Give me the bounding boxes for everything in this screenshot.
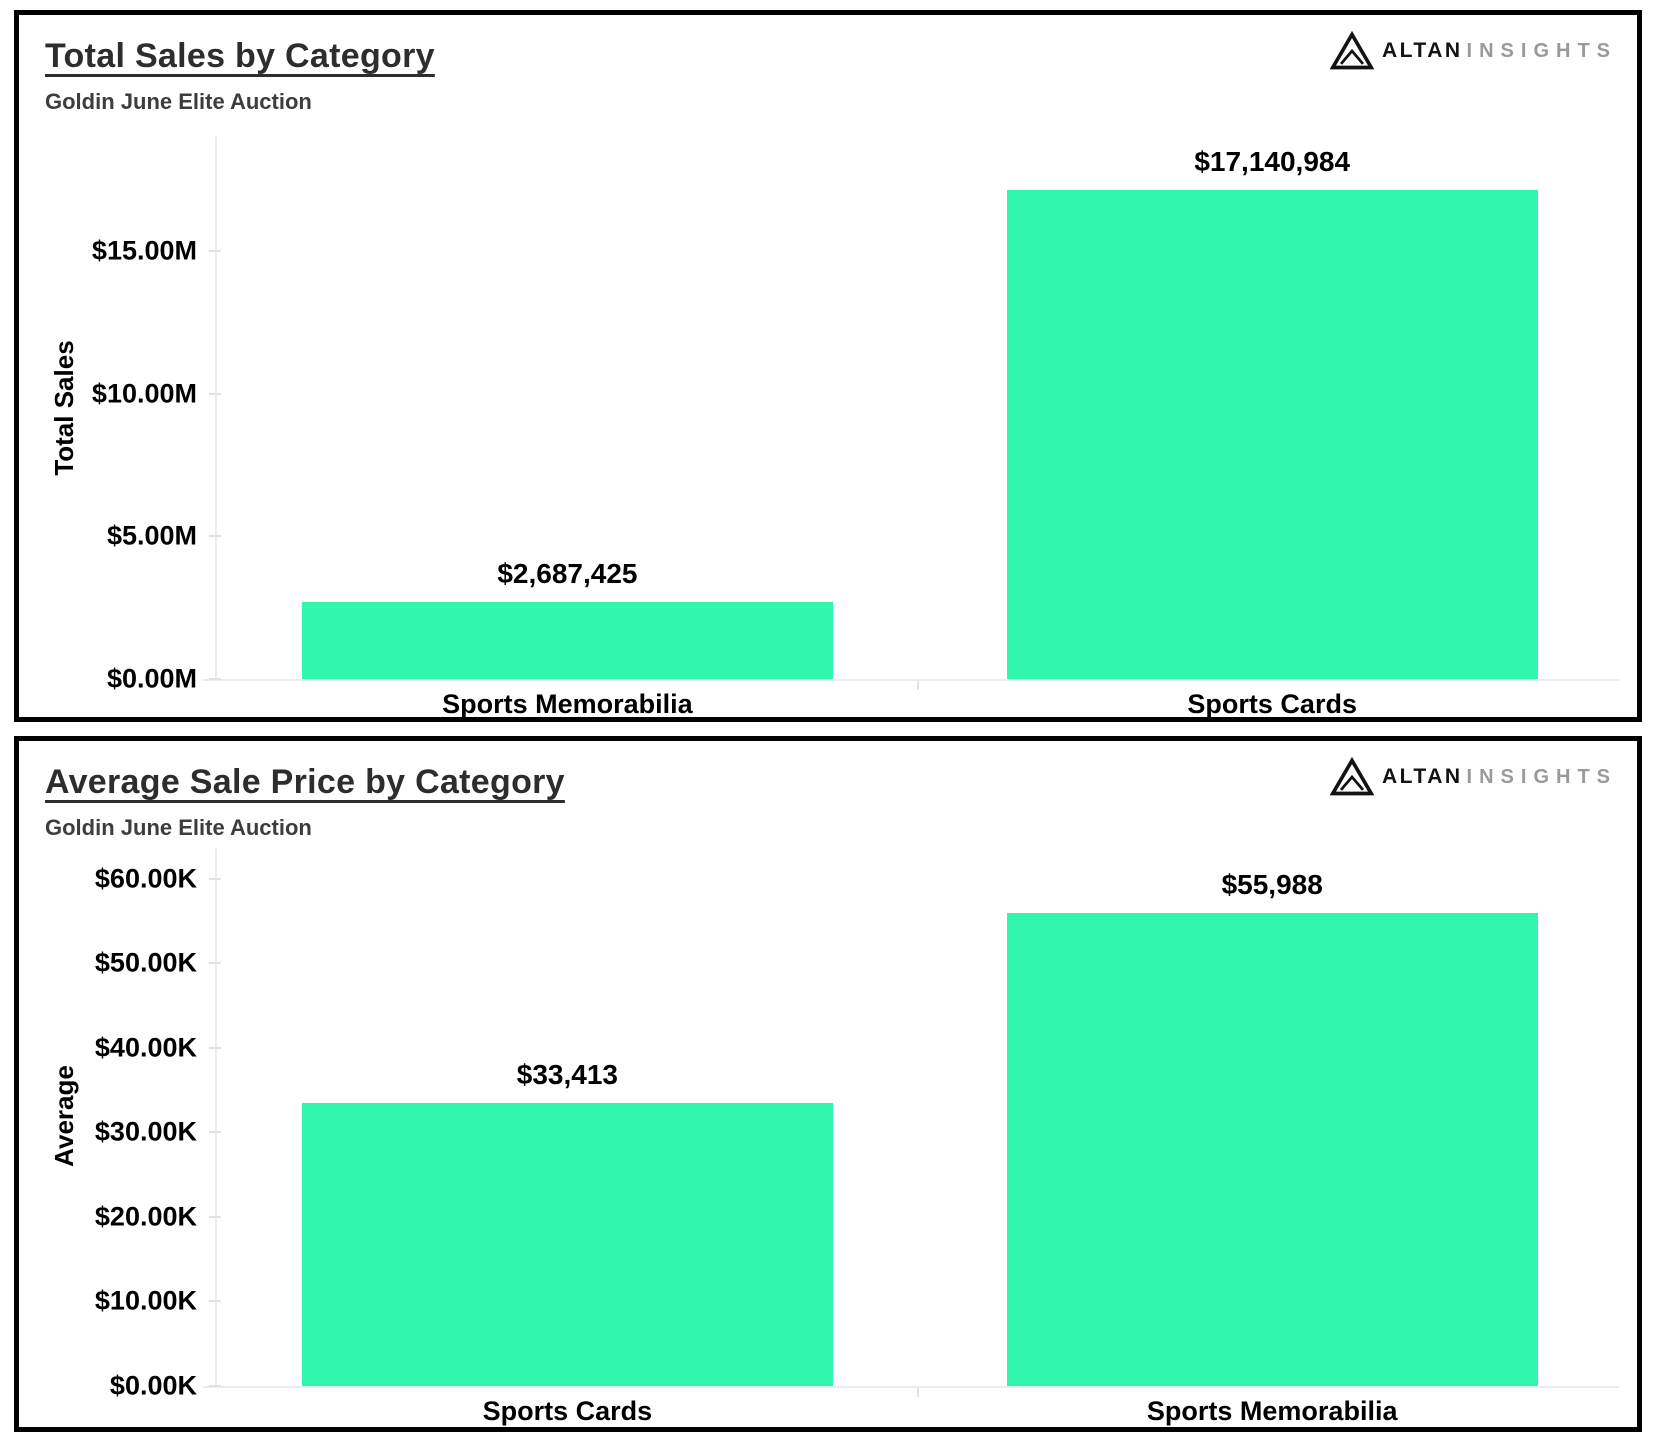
y-tick-mark bbox=[209, 535, 221, 538]
bar-value-label: $17,140,984 bbox=[1194, 146, 1351, 178]
average-sale-price-chart-card: Average Sale Price by Category Goldin Ju… bbox=[14, 736, 1642, 1432]
y-tick-label: $15.00M bbox=[91, 235, 197, 266]
y-tick-label: $30.00K bbox=[94, 1116, 197, 1147]
y-axis-line bbox=[215, 137, 217, 679]
y-tick-mark bbox=[209, 1215, 221, 1218]
bar-value-label: $55,988 bbox=[1221, 868, 1323, 900]
category-label: Sports Memorabilia bbox=[442, 689, 693, 719]
category-label: Sports Cards bbox=[482, 1396, 653, 1426]
y-tick-mark bbox=[209, 962, 221, 965]
chart-subtitle: Goldin June Elite Auction bbox=[45, 815, 312, 840]
bar-sports-memorabilia bbox=[302, 602, 833, 679]
y-axis-title: Average bbox=[49, 1065, 79, 1167]
category-label: Sports Memorabilia bbox=[1146, 1396, 1398, 1426]
y-tick-label: $60.00K bbox=[94, 863, 197, 894]
plot-area: $0.00K $10.00K $20.00K $30.00K $40.00K $50.00… bbox=[95, 849, 1619, 1426]
y-tick-mark bbox=[209, 877, 221, 880]
logo-brand-text: ALTAN bbox=[1382, 765, 1463, 788]
y-tick-mark bbox=[209, 1046, 221, 1049]
chart-subtitle: Goldin June Elite Auction bbox=[45, 89, 312, 114]
plot-area: $0.00M $5.00M $10.00M $15.00M $2,687,425 Spor… bbox=[92, 137, 1619, 719]
y-tick-mark bbox=[209, 1300, 221, 1303]
chart-header: Average Sale Price by Category Goldin Ju… bbox=[19, 741, 1637, 841]
logo-brand-text: ALTAN bbox=[1382, 39, 1463, 62]
y-tick-label: $20.00K bbox=[94, 1201, 197, 1232]
y-tick-mark bbox=[209, 1131, 221, 1134]
y-tick-label: $5.00M bbox=[106, 520, 197, 551]
y-tick-mark bbox=[209, 678, 221, 680]
bar-sports-cards bbox=[1006, 190, 1538, 679]
y-axis-line bbox=[215, 849, 217, 1386]
y-tick-label: $40.00K bbox=[94, 1032, 197, 1063]
altan-insights-logo: ALTAN INSIGHTS bbox=[1330, 31, 1617, 71]
chart-title: Total Sales by Category bbox=[45, 37, 435, 75]
bar-sports-memorabilia bbox=[1006, 912, 1538, 1386]
y-tick-label: $50.00K bbox=[94, 947, 197, 978]
y-tick-label: $0.00K bbox=[109, 1370, 197, 1401]
x-axis-line bbox=[203, 679, 1619, 681]
chart-header: Total Sales by Category Goldin June Elit… bbox=[19, 15, 1637, 115]
bar-sports-cards bbox=[302, 1103, 833, 1386]
y-tick-label: $0.00M bbox=[106, 663, 197, 694]
y-tick-mark bbox=[209, 392, 221, 395]
category-label: Sports Cards bbox=[1187, 689, 1357, 719]
y-tick-label: $10.00K bbox=[94, 1285, 197, 1316]
logo-suffix-text: INSIGHTS bbox=[1466, 765, 1617, 788]
bar-value-label: $33,413 bbox=[516, 1059, 618, 1091]
logo-suffix-text: INSIGHTS bbox=[1466, 39, 1617, 62]
logo-triangle-icon bbox=[1330, 31, 1374, 70]
logo-triangle-icon bbox=[1330, 757, 1374, 796]
chart-title: Average Sale Price by Category bbox=[45, 763, 565, 801]
bar-value-label: $2,687,425 bbox=[497, 558, 638, 590]
x-axis-line bbox=[203, 1386, 1619, 1388]
y-axis-title: Total Sales bbox=[49, 340, 79, 476]
total-sales-chart-card: Total Sales by Category Goldin June Elit… bbox=[14, 10, 1642, 722]
altan-insights-logo: ALTAN INSIGHTS bbox=[1330, 757, 1617, 797]
y-tick-mark bbox=[209, 1385, 221, 1387]
y-tick-mark bbox=[209, 250, 221, 253]
y-tick-label: $10.00M bbox=[91, 378, 197, 409]
x-axis-divider-tick bbox=[917, 1388, 919, 1397]
x-axis-divider-tick bbox=[917, 681, 919, 690]
